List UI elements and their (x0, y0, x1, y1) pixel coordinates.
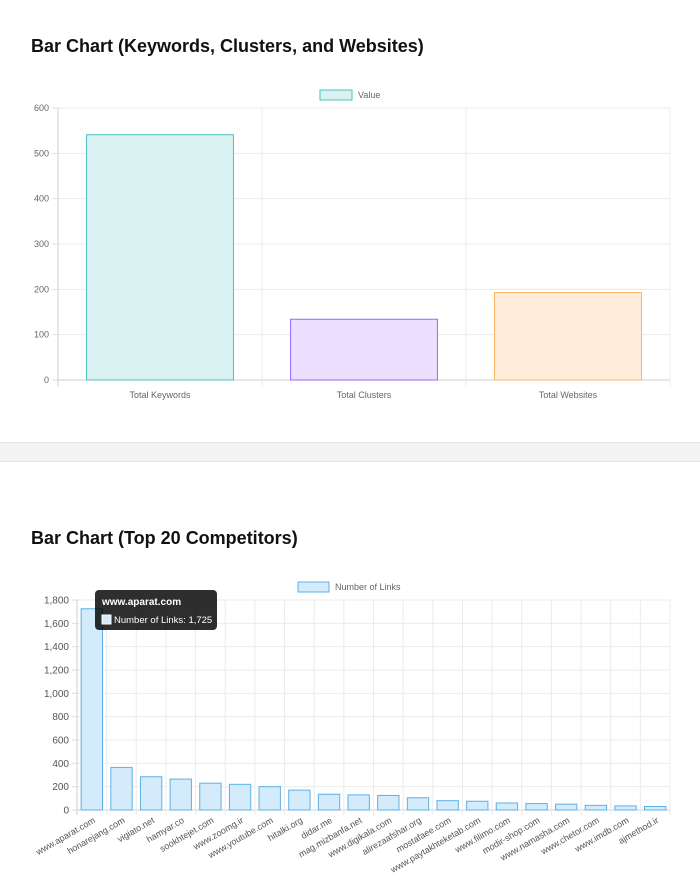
y-tick-label: 1,400 (44, 642, 69, 653)
y-tick-label: 400 (52, 759, 69, 770)
y-tick-label: 0 (63, 806, 69, 817)
bar-total-websites[interactable] (494, 292, 642, 381)
bar-vigiato-net[interactable] (139, 776, 163, 811)
x-tick-label: Total Clusters (337, 390, 392, 400)
bar-www-namasha-com[interactable] (555, 803, 578, 811)
y-tick-label: 600 (34, 103, 49, 113)
y-tick-label: 400 (34, 194, 49, 204)
section-divider (0, 442, 700, 462)
y-tick-label: 1,000 (44, 689, 69, 700)
y-tick-label: 100 (34, 330, 49, 340)
chart-title-competitors: Bar Chart (Top 20 Competitors) (31, 528, 298, 548)
bar-modir-shop-com[interactable] (525, 803, 548, 811)
chart-title-keywords: Bar Chart (Keywords, Clusters, and Websi… (31, 36, 424, 56)
legend-swatch[interactable] (319, 89, 353, 101)
y-tick-label: 200 (34, 284, 49, 294)
tooltip-label: Number of Links: 1,725 (114, 615, 212, 626)
legend-swatch[interactable] (297, 581, 330, 593)
tooltip: www.aparat.com Number of Links: 1,725 (95, 590, 217, 630)
top-competitors-card: Bar Chart (Top 20 Competitors) 0 200 400 60… (0, 462, 700, 882)
bar-total-clusters[interactable] (290, 318, 438, 381)
y-tick-label: 600 (52, 736, 69, 747)
x-tick-label: Total Websites (539, 390, 598, 400)
tooltip-swatch (101, 614, 112, 625)
y-tick-label: 800 (52, 712, 69, 723)
bar-www-digikala-com[interactable] (377, 794, 400, 811)
bar-www-chetor-com[interactable] (584, 804, 608, 811)
bar-sookhtejet-com[interactable] (199, 782, 222, 811)
tooltip-title: www.aparat.com (101, 597, 181, 608)
y-tick-label: 0 (44, 375, 49, 385)
bar-www-filimo-com[interactable] (495, 802, 519, 811)
legend-label[interactable]: Number of Links (335, 582, 401, 592)
bar-total-keywords[interactable] (86, 134, 234, 381)
bar-hamyar-co[interactable] (169, 778, 192, 811)
bar-hitalki-org[interactable] (288, 789, 311, 811)
y-tick-label: 1,200 (44, 666, 69, 677)
bar-mag-mizbanfa-net[interactable] (347, 794, 370, 811)
bar-www-imdb-com[interactable] (614, 805, 637, 811)
y-tick-label: 200 (52, 782, 69, 793)
keywords-clusters-websites-card: Bar Chart (Keywords, Clusters, and Websi… (0, 36, 700, 410)
bar-alirezaafshar-org[interactable] (406, 797, 430, 811)
bar-didar-me[interactable] (317, 793, 341, 811)
bar-www-zoomg-ir[interactable] (228, 783, 252, 811)
competitors-bar-chart[interactable]: 0 200 400 600 800 1,000 1,200 1,400 1,600 1,800 ww… (0, 572, 700, 882)
tooltip-box (95, 590, 217, 630)
keywords-bar-chart[interactable]: 0 100 200 300 400 500 600 Total Keywords Total C… (0, 80, 700, 410)
bar-www-paytakhteketab-com[interactable] (466, 800, 489, 811)
y-tick-label: 1,800 (44, 596, 69, 607)
y-tick-label: 300 (34, 239, 49, 249)
y-tick-label: 1,600 (44, 619, 69, 630)
bar-www-aparat-com[interactable] (80, 608, 103, 811)
bar-honarejang-com[interactable] (110, 766, 133, 811)
bar-mostafaee-com[interactable] (436, 800, 459, 811)
bar-ajmethod-ir[interactable] (644, 806, 667, 811)
y-tick-label: 500 (34, 148, 49, 158)
bar-www-youtube-com[interactable] (258, 786, 281, 811)
x-tick-label: Total Keywords (129, 390, 191, 400)
legend-label[interactable]: Value (358, 90, 380, 100)
